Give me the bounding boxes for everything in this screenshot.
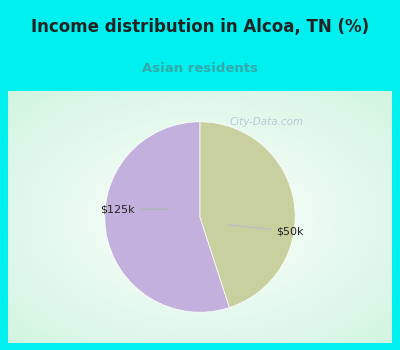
- Text: Income distribution in Alcoa, TN (%): Income distribution in Alcoa, TN (%): [31, 18, 369, 36]
- Wedge shape: [200, 122, 295, 308]
- Text: $50k: $50k: [230, 225, 304, 236]
- Wedge shape: [105, 122, 230, 312]
- Text: City-Data.com: City-Data.com: [230, 117, 304, 127]
- Text: $125k: $125k: [100, 204, 169, 215]
- Text: Asian residents: Asian residents: [142, 62, 258, 75]
